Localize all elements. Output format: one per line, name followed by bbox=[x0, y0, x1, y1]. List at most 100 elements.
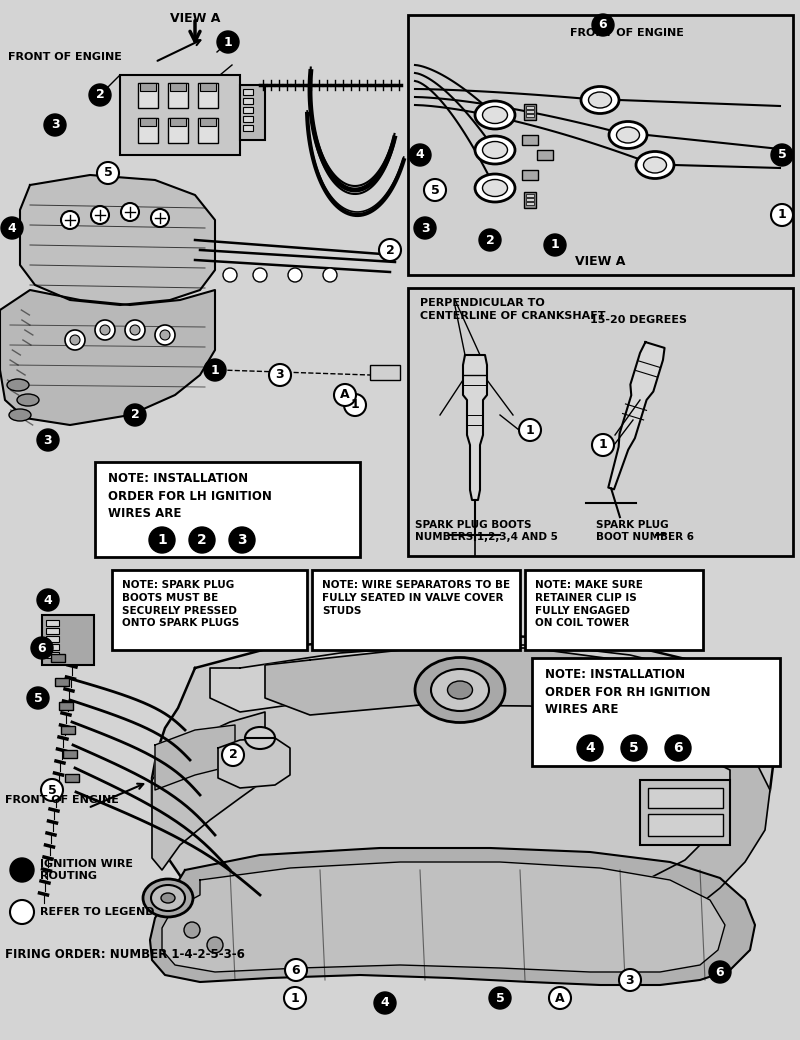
Polygon shape bbox=[155, 725, 235, 790]
Text: 5: 5 bbox=[34, 692, 42, 704]
Text: 2: 2 bbox=[96, 88, 104, 102]
Polygon shape bbox=[0, 290, 215, 425]
Ellipse shape bbox=[636, 152, 674, 179]
Bar bbox=[200, 118, 216, 126]
Text: 2: 2 bbox=[130, 409, 139, 421]
Text: 6: 6 bbox=[716, 965, 724, 979]
Text: FRONT OF ENGINE: FRONT OF ENGINE bbox=[8, 52, 122, 62]
Bar bbox=[532, 658, 780, 766]
Text: VIEW A: VIEW A bbox=[170, 12, 220, 25]
Circle shape bbox=[125, 320, 145, 340]
Ellipse shape bbox=[589, 92, 611, 108]
Ellipse shape bbox=[161, 893, 175, 903]
Text: 1: 1 bbox=[210, 364, 219, 376]
Circle shape bbox=[479, 229, 501, 251]
Circle shape bbox=[204, 359, 226, 381]
Text: 3: 3 bbox=[237, 532, 247, 547]
Ellipse shape bbox=[415, 657, 505, 723]
Bar bbox=[63, 750, 77, 758]
Bar bbox=[198, 118, 218, 142]
Bar bbox=[200, 83, 216, 90]
Bar bbox=[55, 678, 69, 686]
Ellipse shape bbox=[151, 885, 185, 911]
Polygon shape bbox=[152, 635, 775, 938]
Circle shape bbox=[124, 404, 146, 426]
Circle shape bbox=[95, 320, 115, 340]
Circle shape bbox=[592, 434, 614, 456]
Circle shape bbox=[37, 428, 59, 451]
Circle shape bbox=[665, 735, 691, 761]
Bar bbox=[140, 83, 156, 90]
Text: SPARK PLUG
BOOT NUMBER 6: SPARK PLUG BOOT NUMBER 6 bbox=[596, 520, 694, 543]
Text: 4: 4 bbox=[585, 740, 595, 755]
Circle shape bbox=[10, 858, 34, 882]
Bar bbox=[408, 15, 793, 275]
Circle shape bbox=[489, 987, 511, 1009]
Text: 6: 6 bbox=[673, 740, 683, 755]
Circle shape bbox=[65, 330, 85, 350]
Polygon shape bbox=[265, 648, 660, 730]
Text: 3: 3 bbox=[50, 119, 59, 131]
Text: 3: 3 bbox=[626, 973, 634, 987]
Polygon shape bbox=[620, 660, 730, 765]
Circle shape bbox=[577, 735, 603, 761]
Bar bbox=[408, 288, 793, 556]
Ellipse shape bbox=[475, 136, 515, 164]
Text: FRONT OF ENGINE: FRONT OF ENGINE bbox=[5, 795, 119, 805]
Text: PERPENDICULAR TO
CENTERLINE OF CRANKSHAFT: PERPENDICULAR TO CENTERLINE OF CRANKSHAF… bbox=[420, 298, 606, 320]
Text: 6: 6 bbox=[38, 642, 46, 654]
Circle shape bbox=[222, 744, 244, 766]
Text: 6: 6 bbox=[292, 963, 300, 977]
Polygon shape bbox=[152, 712, 265, 870]
Circle shape bbox=[155, 324, 175, 345]
Circle shape bbox=[414, 217, 436, 239]
Ellipse shape bbox=[661, 679, 699, 711]
Bar bbox=[648, 814, 723, 836]
Bar bbox=[120, 75, 240, 155]
Bar bbox=[537, 150, 553, 160]
Bar bbox=[170, 83, 186, 90]
Ellipse shape bbox=[617, 127, 639, 142]
Circle shape bbox=[121, 203, 139, 220]
Circle shape bbox=[27, 687, 49, 709]
Circle shape bbox=[61, 211, 79, 229]
Bar bbox=[138, 118, 158, 142]
Text: 4: 4 bbox=[44, 594, 52, 606]
Circle shape bbox=[149, 527, 175, 553]
Circle shape bbox=[10, 900, 34, 924]
Bar bbox=[243, 125, 253, 131]
Bar bbox=[243, 98, 253, 104]
Bar bbox=[526, 202, 534, 205]
Bar bbox=[525, 570, 703, 650]
Polygon shape bbox=[20, 175, 215, 305]
Text: 6: 6 bbox=[598, 19, 607, 31]
Bar bbox=[46, 628, 59, 634]
Bar bbox=[243, 107, 253, 113]
Circle shape bbox=[323, 268, 337, 282]
Text: 2: 2 bbox=[386, 243, 394, 257]
Bar bbox=[312, 570, 520, 650]
Text: 2: 2 bbox=[229, 749, 238, 761]
Circle shape bbox=[592, 14, 614, 36]
Circle shape bbox=[1, 217, 23, 239]
Circle shape bbox=[160, 330, 170, 340]
Polygon shape bbox=[463, 355, 487, 500]
Bar bbox=[198, 83, 218, 108]
Bar bbox=[526, 198, 534, 201]
Ellipse shape bbox=[17, 394, 39, 406]
Circle shape bbox=[100, 324, 110, 335]
Ellipse shape bbox=[447, 681, 473, 699]
Polygon shape bbox=[620, 740, 770, 932]
Bar bbox=[61, 726, 75, 734]
Circle shape bbox=[91, 206, 109, 224]
Circle shape bbox=[89, 84, 111, 106]
Circle shape bbox=[97, 162, 119, 184]
Text: 5: 5 bbox=[778, 149, 786, 161]
Bar bbox=[170, 118, 186, 126]
Bar bbox=[95, 462, 360, 557]
Circle shape bbox=[519, 419, 541, 441]
Text: 1: 1 bbox=[778, 208, 786, 222]
Bar bbox=[526, 106, 534, 109]
Text: 5: 5 bbox=[104, 166, 112, 180]
Text: SPARK PLUG BOOTS
NUMBERS 1,2,3,4 AND 5: SPARK PLUG BOOTS NUMBERS 1,2,3,4 AND 5 bbox=[415, 520, 558, 543]
